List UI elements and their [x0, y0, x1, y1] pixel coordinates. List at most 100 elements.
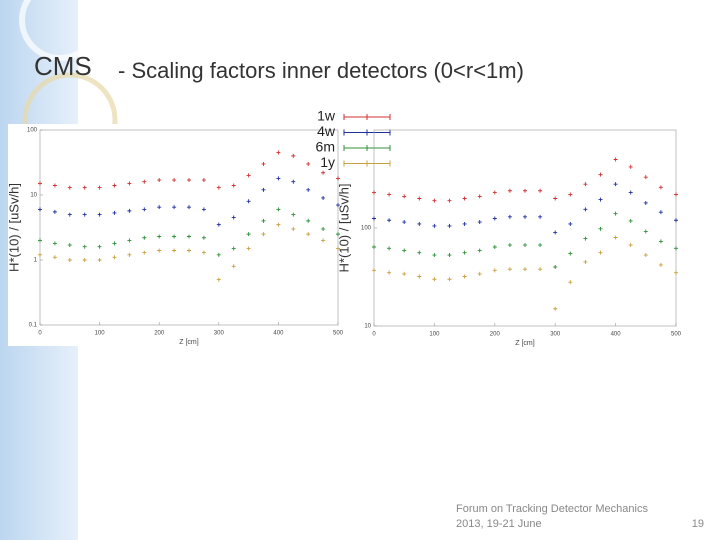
data-point: [568, 192, 573, 197]
data-point: [402, 194, 407, 199]
data-point: [372, 244, 376, 249]
data-point: [447, 198, 452, 203]
data-point: [658, 185, 663, 190]
data-point: [336, 203, 340, 208]
data-point: [216, 222, 221, 227]
data-point: [462, 250, 467, 255]
data-point: [372, 190, 376, 195]
x-tick-label: 300: [550, 332, 561, 338]
data-point: [613, 182, 618, 187]
data-point: [67, 243, 72, 248]
legend-label: 1w: [317, 108, 336, 124]
data-point: [172, 234, 177, 239]
data-point: [187, 234, 191, 239]
data-point: [187, 205, 191, 210]
data-point: [447, 223, 452, 228]
x-tick-label: 100: [95, 331, 106, 337]
data-point: [628, 190, 633, 195]
data-point: [336, 176, 340, 181]
data-point: [447, 277, 452, 282]
data-point: [187, 178, 191, 183]
data-point: [477, 271, 482, 276]
data-point: [82, 258, 87, 262]
data-point: [231, 264, 236, 269]
data-point: [387, 270, 392, 275]
data-point: [321, 170, 326, 175]
data-point: [261, 187, 266, 192]
data-point: [387, 192, 392, 197]
data-point: [492, 244, 497, 249]
data-point: [306, 232, 311, 237]
footer-line: 2013, 19-21 June: [456, 518, 542, 530]
data-point: [402, 271, 407, 276]
data-point: [492, 268, 497, 273]
data-point: [507, 267, 512, 272]
data-point: [613, 211, 618, 216]
data-point: [201, 250, 206, 255]
data-point: [52, 241, 57, 246]
data-point: [157, 205, 162, 210]
title-main: CMS: [34, 51, 92, 81]
data-point: [432, 253, 437, 258]
data-point: [201, 178, 206, 183]
data-point: [336, 232, 340, 237]
data-point: [306, 161, 311, 166]
data-point: [568, 221, 573, 226]
data-point: [538, 267, 543, 272]
data-point: [598, 197, 603, 202]
data-point: [306, 187, 311, 192]
x-tick-label: 0: [38, 331, 42, 337]
data-point: [674, 192, 678, 197]
chart-panel: [8, 124, 342, 346]
data-point: [52, 209, 57, 214]
data-point: [598, 250, 603, 255]
x-tick-label: 300: [214, 331, 225, 337]
data-point: [462, 196, 467, 201]
data-point: [477, 248, 482, 253]
y-tick-label: 10: [364, 324, 371, 330]
data-point: [112, 183, 117, 188]
legend-swatch: [343, 129, 391, 136]
data-point: [613, 157, 618, 162]
data-point: [38, 238, 42, 243]
legend-swatch: [343, 145, 391, 151]
data-point: [276, 150, 281, 155]
data-point: [142, 179, 147, 184]
data-point: [553, 196, 558, 201]
data-point: [38, 207, 42, 212]
data-point: [583, 182, 588, 187]
data-point: [97, 185, 102, 190]
data-point: [523, 188, 527, 193]
data-point: [447, 253, 452, 258]
data-point: [246, 232, 251, 237]
data-point: [231, 246, 236, 251]
legend-swatch: [343, 160, 391, 167]
data-point: [417, 221, 422, 226]
data-point: [523, 267, 527, 272]
data-point: [67, 185, 72, 190]
data-point: [568, 251, 573, 256]
data-point: [658, 239, 663, 244]
data-point: [507, 243, 512, 248]
data-point: [82, 212, 87, 217]
data-point: [38, 181, 42, 186]
data-point: [127, 181, 132, 186]
data-point: [387, 246, 392, 251]
data-point: [246, 199, 251, 204]
data-point: [372, 216, 376, 221]
data-point: [462, 274, 467, 279]
data-point: [142, 207, 147, 212]
data-point: [553, 306, 558, 311]
x-tick-label: 400: [273, 331, 284, 337]
y-tick-label: 100: [361, 226, 372, 232]
data-point: [261, 218, 266, 223]
data-point: [231, 215, 236, 220]
data-point: [246, 246, 251, 251]
data-point: [402, 248, 407, 253]
data-point: [112, 255, 117, 260]
y-tick-label: 10: [30, 193, 37, 199]
y-tick-label: 1: [34, 258, 38, 264]
data-point: [261, 161, 266, 166]
